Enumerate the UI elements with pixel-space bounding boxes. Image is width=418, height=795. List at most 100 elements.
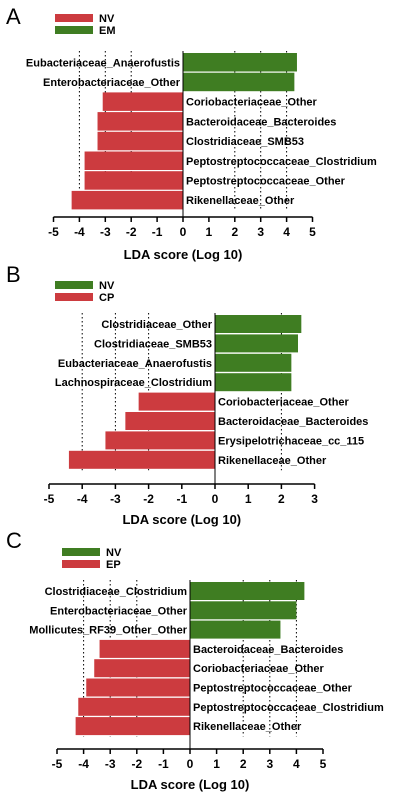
bar-label: Coriobacteriaceae_Other — [186, 97, 318, 109]
bar-label: Rikenellaceae_Other — [186, 195, 295, 207]
x-tick-label: -5 — [48, 225, 59, 239]
x-tick-label: 1 — [213, 757, 220, 771]
x-tick-label: -3 — [100, 225, 111, 239]
legend-label: NV — [99, 280, 115, 292]
legend-swatch — [62, 548, 100, 556]
bar-label: Erysipelotrichaceae_cc_115 — [218, 435, 364, 447]
x-tick-label: 3 — [311, 492, 318, 506]
legend-swatch — [55, 281, 93, 289]
bar — [102, 92, 183, 111]
bar-label: Rikenellaceae_Other — [218, 455, 327, 467]
bar-label: Peptostreptococcaceae_Clostridium — [186, 156, 377, 168]
x-tick-label: -5 — [52, 757, 63, 771]
bar — [84, 171, 183, 190]
bar-label: Lachnospiraceae_Clostridium — [55, 377, 212, 389]
x-tick-label: -3 — [110, 492, 121, 506]
legend-label: EM — [99, 25, 116, 37]
legend-label: NV — [106, 547, 122, 559]
bar-label: Coriobacteriaceae_Other — [218, 397, 350, 409]
bar — [215, 334, 298, 353]
bar — [183, 53, 297, 72]
x-tick-label: 2 — [278, 492, 285, 506]
bar-label: Enterobacteriaceae_Other — [43, 77, 181, 89]
bar — [190, 582, 305, 600]
bar — [99, 639, 190, 658]
x-tick-label: 4 — [283, 225, 290, 239]
x-axis-title: LDA score (Log 10) — [131, 777, 250, 792]
panel-letter: B — [6, 262, 21, 287]
bar-label: Clostridiaceae_Other — [101, 319, 212, 331]
bar — [75, 717, 190, 736]
x-tick-label: -3 — [105, 757, 116, 771]
bar — [215, 353, 292, 372]
bar — [84, 151, 183, 170]
bar — [78, 697, 190, 716]
legend-label: NV — [99, 13, 115, 25]
x-tick-label: -2 — [126, 225, 137, 239]
bar — [125, 412, 215, 430]
legend-label: CP — [99, 292, 114, 304]
x-tick-label: -2 — [143, 492, 154, 506]
x-tick-label: -4 — [74, 225, 85, 239]
x-tick-label: 0 — [180, 225, 187, 239]
x-tick-label: -5 — [44, 492, 55, 506]
panel-letter: C — [6, 528, 22, 553]
bar-label: Coriobacteriaceae_Other — [193, 663, 325, 675]
x-tick-label: 3 — [266, 757, 273, 771]
bar-label: Bacteroidaceae_Bacteroides — [218, 416, 368, 428]
x-tick-label: 1 — [245, 492, 252, 506]
bar — [97, 112, 183, 131]
x-tick-label: -1 — [158, 757, 169, 771]
legend-swatch — [55, 293, 93, 301]
bar — [105, 431, 215, 450]
bar — [190, 601, 297, 620]
legend-swatch — [62, 560, 100, 568]
x-tick-label: 2 — [231, 225, 238, 239]
panel-letter: A — [6, 4, 21, 29]
x-tick-label: 0 — [212, 492, 219, 506]
x-tick-label: -2 — [131, 757, 142, 771]
x-tick-label: 1 — [206, 225, 213, 239]
bar — [68, 450, 215, 469]
x-tick-label: -4 — [77, 492, 88, 506]
bar-label: Mollicutes_RF39_Other_Other — [29, 625, 187, 637]
bar-label: Rikenellaceae_Other — [193, 721, 302, 733]
bar — [97, 131, 183, 151]
bar-label: Enterobacteriaceae_Other — [50, 605, 188, 617]
bar — [138, 392, 215, 411]
legend-swatch — [55, 26, 93, 34]
x-tick-label: 2 — [240, 757, 247, 771]
x-tick-label: -1 — [152, 225, 163, 239]
bar-label: Peptostreptococcaceae_Other — [186, 175, 346, 187]
x-axis-title: LDA score (Log 10) — [122, 512, 241, 527]
bar-label: Eubacteriaceae_Anaerofustis — [58, 358, 212, 370]
x-tick-label: 0 — [187, 757, 194, 771]
bar — [183, 72, 295, 92]
bar-label: Eubacteriaceae_Anaerofustis — [26, 57, 180, 69]
bar-label: Clostridiaceae_SMB53 — [186, 136, 304, 148]
bar — [94, 659, 190, 678]
bar — [190, 620, 281, 639]
x-tick-label: 3 — [257, 225, 264, 239]
bar-label: Bacteroidaceae_Bacteroides — [186, 116, 336, 128]
x-tick-label: 5 — [309, 225, 316, 239]
bar — [71, 190, 183, 210]
bar — [86, 678, 190, 697]
x-tick-label: 4 — [293, 757, 300, 771]
x-tick-label: -1 — [176, 492, 187, 506]
bar-label: Peptostreptococcaceae_Clostridium — [193, 702, 384, 714]
x-axis-title: LDA score (Log 10) — [124, 247, 243, 262]
bar-label: Peptostreptococcaceae_Other — [193, 683, 353, 695]
bar-label: Bacteroidaceae_Bacteroides — [193, 644, 343, 656]
bar-label: Clostridiaceae_SMB53 — [94, 338, 212, 350]
bar-label: Clostridiaceae_Clostridium — [45, 586, 188, 598]
bar — [215, 315, 302, 333]
x-tick-label: -4 — [78, 757, 89, 771]
x-tick-label: 5 — [320, 757, 327, 771]
bar — [215, 373, 292, 392]
legend-label: EP — [106, 559, 121, 571]
